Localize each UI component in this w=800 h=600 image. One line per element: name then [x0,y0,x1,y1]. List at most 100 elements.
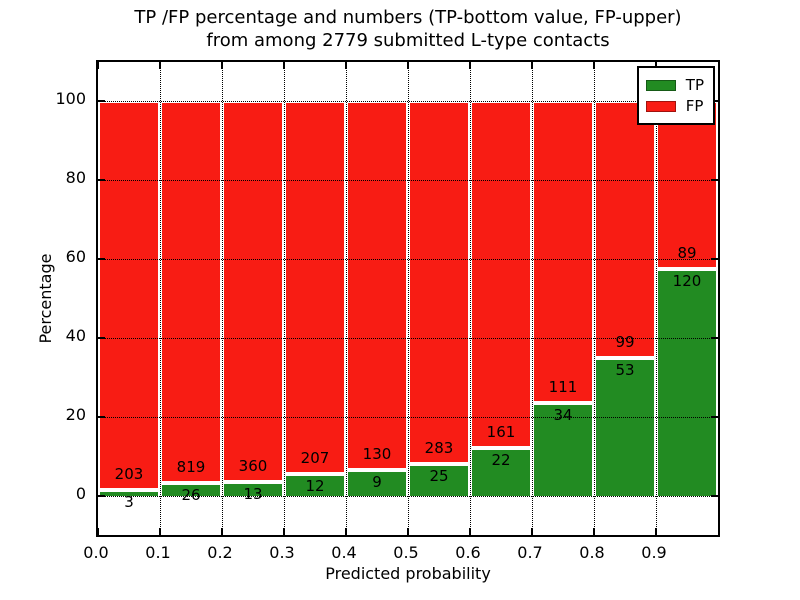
tp-bar-segment [346,470,408,496]
x-tick-label: 0.8 [579,543,605,562]
bar-group [222,101,284,496]
fp-bar-segment [98,101,160,490]
x-tick-bottom [531,528,533,535]
tp-bar-segment [532,403,594,496]
bar-group [284,101,346,496]
tp-count-label: 22 [491,451,511,470]
bar-group [656,101,718,496]
x-tick-top [283,62,285,69]
y-tick-right [711,179,718,182]
fp-bar-segment [532,101,594,404]
tp-count-label: 26 [181,486,201,505]
x-tick-label: 0.0 [83,543,109,562]
y-tick-right [711,494,718,497]
tp-legend-swatch-icon [645,79,676,91]
x-tick-label: 0.1 [145,543,171,562]
y-tick-right [711,415,718,418]
tp-bar-segment [408,463,470,496]
x-tick-top [221,62,223,69]
vertical-gridline [532,62,533,535]
chart-title-line1: TP /FP percentage and numbers (TP-bottom… [134,7,682,28]
fp-count-label: 89 [677,244,697,263]
y-tick-right [711,336,718,339]
legend-row-fp: FP [645,97,704,115]
fp-count-label: 99 [615,333,635,352]
fp-bar-segment [284,101,346,474]
y-tick-left [98,179,105,182]
legend-label-tp: TP [685,76,704,94]
fp-bar-segment [346,101,408,471]
x-tick-label: 0.9 [641,543,667,562]
x-tick-bottom [283,528,285,535]
x-tick-top [655,62,657,69]
vertical-gridline [222,62,223,535]
tp-count-label: 34 [553,406,573,425]
fp-count-label: 360 [238,456,268,475]
fp-bar-segment [594,101,656,359]
fp-count-label: 819 [176,458,206,477]
vertical-gridline [656,62,657,535]
fp-bar-segment [470,101,532,449]
x-tick-bottom [345,528,347,535]
tp-count-label: 53 [615,361,635,380]
tp-bar-segment [656,269,718,496]
plot-area: 203 3 819 26 360 13 207 12 130 9 283 25 161 22 111 34 99… [96,60,720,537]
x-tick-bottom [407,528,409,535]
y-tick-label: 0 [75,483,86,503]
bar-group [532,101,594,496]
y-tick-left [98,258,105,261]
vertical-gridline [284,62,285,535]
vertical-gridline [408,62,409,535]
y-tick-right [711,258,718,261]
tp-count-label: 120 [672,272,702,291]
x-tick-bottom [593,528,595,535]
fp-bar-segment [160,101,222,484]
vertical-gridline [594,62,595,535]
x-tick-bottom [655,528,657,535]
x-tick-top [407,62,409,69]
fp-count-label: 161 [486,423,516,442]
tp-count-label: 9 [372,473,382,492]
x-tick-top [531,62,533,69]
tp-bar-segment [284,473,346,496]
bar-group [160,101,222,496]
tp-bar-segment [222,481,284,496]
bar-group [98,101,160,496]
x-tick-label: 0.2 [207,543,233,562]
fp-bar-segment [656,101,718,270]
x-tick-top [469,62,471,69]
chart-title-line2: from among 2779 submitted L-type contact… [206,30,610,51]
fp-count-label: 130 [362,445,392,464]
x-tick-label: 0.4 [331,543,357,562]
tp-bar-segment [98,489,160,496]
x-axis-label: Predicted probability [325,564,491,583]
plot-inner: 203 3 819 26 360 13 207 12 130 9 283 25 161 22 111 34 99… [97,62,718,535]
x-tick-top [593,62,595,69]
bar-group [408,101,470,496]
x-tick-label: 0.5 [393,543,419,562]
x-tick-label: 0.7 [517,543,543,562]
x-tick-label: 0.6 [455,543,481,562]
tp-count-label: 25 [429,466,449,485]
chart-title: TP /FP percentage and numbers (TP-bottom… [96,6,720,52]
y-tick-label: 20 [65,404,86,424]
vertical-gridline [160,62,161,535]
fp-count-label: 207 [300,448,330,467]
y-tick-label: 40 [65,325,86,345]
fp-count-label: 111 [548,378,578,397]
x-tick-label: 0.3 [269,543,295,562]
x-tick-bottom [159,528,161,535]
fp-bar-segment [408,101,470,464]
tp-bar-segment [470,448,532,496]
fp-count-label: 283 [424,438,454,457]
x-tick-top [345,62,347,69]
tp-count-label: 3 [124,492,134,511]
tp-count-label: 12 [305,476,325,495]
vertical-gridline [470,62,471,535]
x-tick-bottom [221,528,223,535]
y-tick-left [98,100,105,103]
y-tick-label: 80 [65,168,86,188]
y-axis-label: Percentage [36,253,55,344]
